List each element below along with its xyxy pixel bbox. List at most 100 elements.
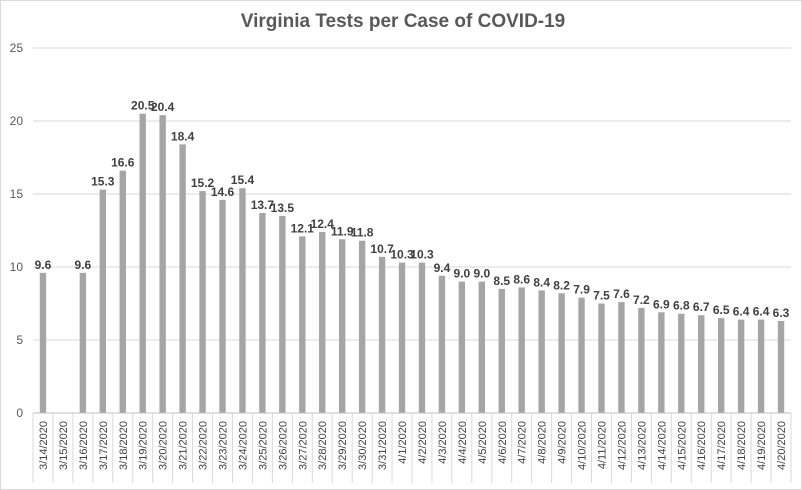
data-label: 8.4 <box>533 275 550 289</box>
x-tick-label: 3/28/2020 <box>317 421 329 470</box>
x-tick-label: 4/20/2020 <box>776 421 788 470</box>
x-tick-label: 4/5/2020 <box>477 421 489 464</box>
x-tick-label: 3/21/2020 <box>178 421 190 470</box>
x-tick-label: 4/4/2020 <box>457 421 469 464</box>
bar <box>338 239 346 413</box>
bar <box>79 272 87 413</box>
bar <box>558 293 565 413</box>
bar <box>598 303 605 413</box>
data-label: 6.7 <box>693 300 710 314</box>
bar <box>179 144 186 414</box>
x-tick-label: 4/13/2020 <box>636 421 648 470</box>
bar <box>299 236 306 413</box>
x-tick-label: 4/8/2020 <box>537 421 549 464</box>
bar <box>39 272 47 413</box>
data-label: 10.3 <box>390 248 414 262</box>
data-label: 8.5 <box>493 274 510 288</box>
x-tick-label: 3/27/2020 <box>297 421 309 470</box>
x-tick-label: 3/14/2020 <box>38 421 50 470</box>
data-label: 13.5 <box>271 201 295 215</box>
bar <box>279 215 286 413</box>
x-tick-label: 3/24/2020 <box>237 421 249 470</box>
bar <box>358 240 366 413</box>
data-label: 9.6 <box>75 258 92 272</box>
x-tick-label: 3/30/2020 <box>357 421 369 470</box>
x-tick-label: 3/23/2020 <box>218 421 230 470</box>
data-label: 6.5 <box>713 303 730 317</box>
x-axis <box>32 412 792 483</box>
bar <box>219 199 226 413</box>
bars <box>39 113 785 414</box>
x-tick-label: 4/1/2020 <box>397 421 409 464</box>
data-label: 11.8 <box>351 226 374 240</box>
x-tick-label: 4/7/2020 <box>517 421 529 464</box>
bar <box>478 281 486 413</box>
x-tick-label: 4/11/2020 <box>597 421 609 469</box>
bar <box>398 262 406 413</box>
data-label: 15.4 <box>231 173 255 187</box>
data-label: 8.2 <box>553 278 570 292</box>
bar <box>678 313 685 413</box>
data-label: 6.4 <box>733 305 750 319</box>
data-label: 12.4 <box>311 217 335 231</box>
x-tick-label: 4/12/2020 <box>616 421 628 470</box>
bar <box>498 288 505 413</box>
bar <box>538 290 545 413</box>
bar <box>159 115 166 413</box>
data-label: 7.5 <box>593 289 610 303</box>
x-tick-label: 3/16/2020 <box>78 421 90 470</box>
data-label: 15.3 <box>91 175 115 189</box>
data-label: 20.5 <box>131 99 155 113</box>
data-label: 6.3 <box>773 306 790 320</box>
bar <box>378 256 386 413</box>
bar <box>199 191 206 413</box>
data-label: 9.0 <box>473 267 490 281</box>
data-label: 7.6 <box>613 287 630 301</box>
x-tick-label: 4/15/2020 <box>676 421 688 470</box>
data-label: 15.2 <box>191 176 215 190</box>
x-tick-label: 4/19/2020 <box>756 421 768 470</box>
bar <box>578 297 585 413</box>
y-tick-label: 15 <box>10 187 24 201</box>
data-label: 6.4 <box>753 305 770 319</box>
bar <box>737 319 745 413</box>
x-tick-label: 4/3/2020 <box>437 421 449 464</box>
data-label: 11.9 <box>331 224 354 238</box>
data-label: 18.4 <box>171 129 195 143</box>
data-label: 8.6 <box>513 272 530 286</box>
data-label: 6.9 <box>653 297 670 311</box>
y-tick-label: 5 <box>16 333 23 347</box>
bar <box>139 113 146 413</box>
bar <box>638 307 645 413</box>
bar <box>418 262 426 413</box>
data-label: 9.4 <box>434 261 451 275</box>
x-tick-label: 3/18/2020 <box>118 421 130 470</box>
bar <box>518 287 525 413</box>
bar <box>99 189 107 413</box>
x-tick-label: 3/29/2020 <box>337 421 349 470</box>
bar <box>319 231 326 413</box>
x-tick-label: 3/17/2020 <box>98 421 110 470</box>
x-tick-label: 4/14/2020 <box>656 421 668 470</box>
x-tick-label: 3/15/2020 <box>58 421 70 470</box>
y-tick-label: 10 <box>10 260 24 274</box>
bar <box>658 312 665 413</box>
x-tick-label: 3/20/2020 <box>158 421 170 470</box>
bar <box>438 275 446 413</box>
data-label: 14.6 <box>211 185 235 199</box>
bar <box>119 170 126 413</box>
bar <box>458 281 466 413</box>
x-tick-label: 4/17/2020 <box>716 421 728 470</box>
data-label: 20.4 <box>151 100 175 114</box>
y-tick-label: 25 <box>10 41 24 55</box>
x-tick-label: 4/2/2020 <box>417 421 429 464</box>
x-tick-label: 4/16/2020 <box>696 421 708 470</box>
bar <box>618 302 625 413</box>
data-label: 10.3 <box>410 248 434 262</box>
gridlines <box>33 47 791 341</box>
y-tick-label: 0 <box>16 406 23 420</box>
bar <box>239 188 246 413</box>
data-labels: 9.6 9.6 15.3 16.6 20.520.4 18.4 15.214.615.4 13… <box>35 99 790 320</box>
